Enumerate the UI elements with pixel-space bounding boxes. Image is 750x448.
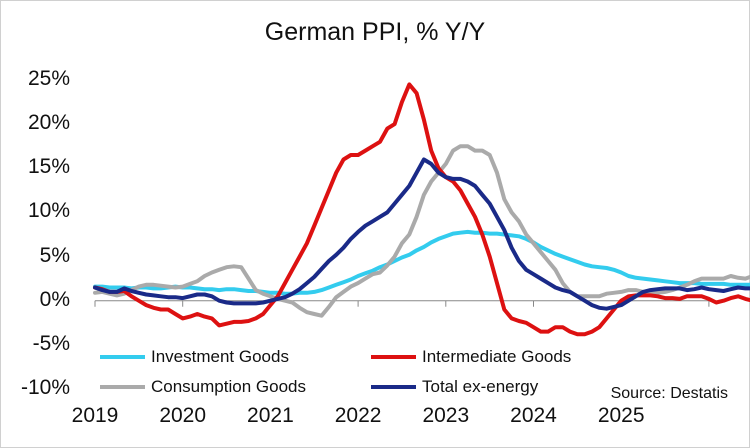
legend-label-intermediate-goods: Intermediate Goods (422, 347, 572, 366)
x-tick-label: 2023 (422, 404, 470, 427)
x-tick-label: 2025 (597, 404, 645, 427)
legend-label-consumption-goods: Consumption Goods (151, 377, 306, 396)
y-tick-label: 25% (27, 67, 70, 90)
source-note: Source: Destatis (610, 385, 728, 402)
chart-title: German PPI, % Y/Y (264, 18, 486, 46)
y-tick-label: -10% (20, 376, 70, 399)
legend-item-intermediate-goods: Intermediate Goods (371, 346, 571, 368)
legend-item-consumption-goods: Consumption Goods (100, 376, 306, 398)
legend-swatch-intermediate-goods (371, 355, 416, 359)
y-tick-label: 0% (39, 287, 70, 311)
x-tick-label: 2020 (159, 404, 207, 427)
legend-label-investment-goods: Investment Goods (151, 347, 289, 366)
series-line-total-ex-energy (93, 157, 750, 311)
series-line-investment-goods (93, 229, 750, 296)
y-tick-label: -5% (32, 331, 70, 355)
legend-label-total-ex-energy: Total ex-energy (422, 377, 539, 396)
y-tick-label: 5% (39, 243, 70, 267)
legend-swatch-consumption-goods (100, 385, 145, 389)
x-tick-label: 2021 (247, 404, 294, 427)
x-tick-label: 2019 (71, 404, 119, 427)
series-line-intermediate-goods (93, 82, 750, 337)
legend-swatch-investment-goods (100, 355, 145, 359)
y-tick-label: 20% (27, 111, 70, 135)
legend-item-investment-goods: Investment Goods (100, 346, 289, 368)
y-tick-label: 15% (27, 155, 70, 179)
x-tick-label: 2024 (510, 404, 557, 427)
legend-item-total-ex-energy: Total ex-energy (371, 376, 538, 398)
x-tick-label: 2022 (334, 404, 382, 427)
y-tick-label: 10% (27, 199, 70, 223)
series-line-consumption-goods (93, 144, 750, 318)
legend-swatch-total-ex-energy (371, 385, 416, 389)
